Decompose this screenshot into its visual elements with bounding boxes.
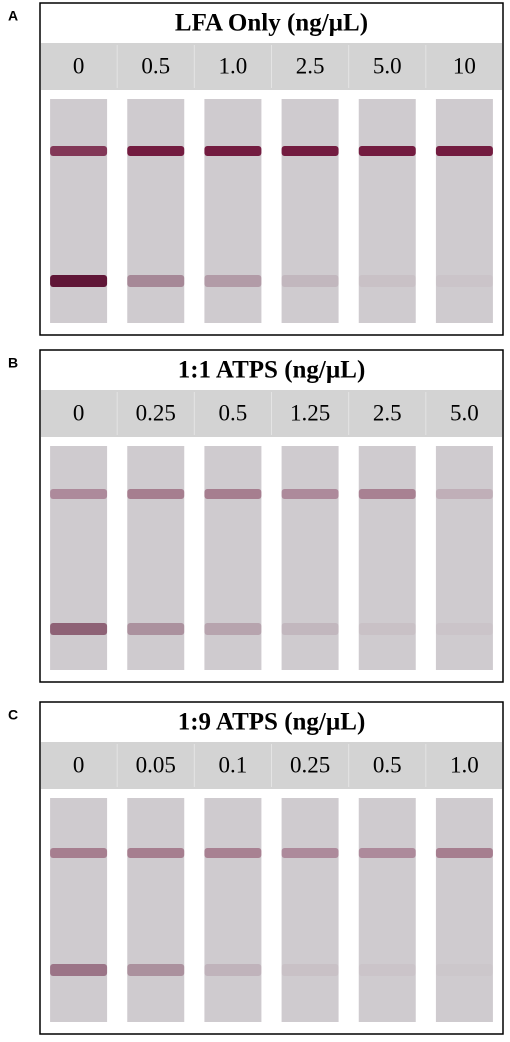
concentration-label: 0.5 [219, 400, 248, 425]
test-strip [204, 446, 262, 670]
test-line [281, 623, 339, 635]
concentration-label: 0.5 [141, 53, 170, 78]
panel-title: LFA Only (ng/µL) [175, 10, 368, 37]
control-line [50, 489, 108, 499]
concentration-label: 0 [73, 400, 85, 425]
test-strip [435, 99, 493, 323]
panel-title: 1:9 ATPS (ng/µL) [178, 709, 366, 736]
concentration-label: 0.25 [290, 752, 330, 777]
test-strip [358, 446, 416, 670]
control-line [127, 489, 185, 499]
concentration-label: 1.0 [219, 53, 248, 78]
test-line [204, 623, 262, 635]
control-line [50, 146, 108, 156]
test-strip [281, 798, 339, 1022]
test-strip [281, 446, 339, 670]
test-strip [358, 99, 416, 323]
test-line [436, 275, 493, 287]
concentration-label: 0.05 [136, 752, 176, 777]
test-line [358, 275, 416, 287]
control-line [127, 848, 185, 858]
test-line [436, 623, 493, 635]
control-line [435, 489, 493, 499]
test-strip [50, 798, 108, 1022]
strip-area [41, 437, 502, 681]
control-line [358, 146, 416, 156]
test-strip [435, 798, 493, 1022]
concentration-label: 2.5 [373, 400, 402, 425]
test-line [204, 275, 262, 287]
test-line [50, 275, 108, 287]
control-line [204, 146, 262, 156]
concentration-label: 5.0 [450, 400, 479, 425]
test-strip [358, 798, 416, 1022]
concentration-label: 0.5 [373, 752, 402, 777]
strip-area [41, 789, 502, 1033]
test-line [204, 964, 262, 976]
concentration-label: 10 [453, 53, 476, 78]
test-line [127, 623, 185, 635]
control-line [281, 146, 339, 156]
control-line [435, 146, 493, 156]
test-line [50, 964, 108, 976]
control-line [281, 848, 339, 858]
test-line [281, 275, 339, 287]
control-line [204, 489, 262, 499]
control-line [50, 848, 108, 858]
panel-title: 1:1 ATPS (ng/µL) [178, 357, 366, 384]
concentration-label: 2.5 [296, 53, 325, 78]
panel: C 1:9 ATPS (ng/µL) 0 0.05 0.1 0.25 0.5 1.0 [8, 701, 504, 1035]
strip-area [41, 90, 502, 334]
test-strip [281, 99, 339, 323]
control-line [204, 848, 262, 858]
control-line [435, 848, 493, 858]
test-line [127, 964, 185, 976]
test-strip [50, 99, 108, 323]
control-line [127, 146, 185, 156]
test-strip [127, 798, 185, 1022]
test-strip [204, 99, 262, 323]
panel-label: B [8, 355, 18, 371]
concentration-label: 1.25 [290, 400, 330, 425]
test-strip [50, 446, 108, 670]
panel: B 1:1 ATPS (ng/µL) 0 0.25 0.5 1.25 2.5 5.0 [8, 349, 504, 683]
test-line [50, 623, 108, 635]
control-line [358, 489, 416, 499]
concentration-label: 0 [73, 53, 85, 78]
panel-label: A [8, 8, 18, 24]
concentration-label: 0.25 [136, 400, 176, 425]
test-line [436, 964, 493, 976]
test-line [127, 275, 185, 287]
control-line [281, 489, 339, 499]
test-strip [204, 798, 262, 1022]
panel: A LFA Only (ng/µL) 0 0.5 1.0 2.5 5.0 10 [8, 2, 504, 336]
concentration-label: 0.1 [219, 752, 248, 777]
panel-label: C [8, 707, 18, 723]
test-line [281, 964, 339, 976]
test-strip [435, 446, 493, 670]
concentration-label: 1.0 [450, 752, 479, 777]
test-strip [127, 446, 185, 670]
control-line [358, 848, 416, 858]
test-line [358, 623, 416, 635]
concentration-label: 5.0 [373, 53, 402, 78]
test-strip [127, 99, 185, 323]
concentration-label: 0 [73, 752, 85, 777]
test-line [359, 964, 416, 976]
